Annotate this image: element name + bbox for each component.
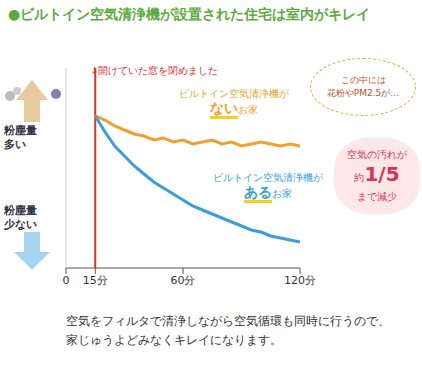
- html-text:●ビルトイン空気清浄機が設置された住宅は室内がキレイ: ●ビルトイン空気清浄機が設置された住宅は室内がキレイ: [8, 6, 371, 22]
- html-text:粉塵量: 粉塵量: [4, 204, 37, 217]
- html-text:花粉やPM2.5が…: 花粉やPM2.5が…: [326, 88, 400, 98]
- html-text:家じゅうよどみなくキレイになります。: 家じゅうよどみなくキレイになります。: [66, 333, 282, 347]
- svg-text:120分: 120分: [284, 274, 316, 287]
- html-text:空気の汚れが: 空気の汚れが: [347, 149, 407, 160]
- html-text:ビルトイン空気清浄機が: ビルトイン空気清浄機が: [213, 172, 323, 183]
- html-text:少ない: 少ない: [4, 218, 37, 231]
- html-text:約: 約: [354, 172, 365, 183]
- svg-text:60分: 60分: [171, 274, 196, 287]
- svg-text:15分: 15分: [83, 274, 108, 287]
- html-text:この中には: この中には: [340, 75, 386, 85]
- html-text:↓開けていた窓を閉めました: ↓開けていた窓を閉めました: [90, 65, 219, 76]
- svg-text:0: 0: [63, 274, 70, 287]
- html-text:まで減少: まで減少: [357, 191, 397, 202]
- html-text:粉塵量: 粉塵量: [4, 124, 37, 137]
- html-text:ないお家: ないお家: [210, 100, 258, 116]
- html-text:多い: 多い: [4, 138, 26, 151]
- html-text:1/5: 1/5: [364, 162, 400, 186]
- html-text:あるお家: あるお家: [244, 184, 292, 200]
- html-text:空気をフィルタで清浄しながら空気循環も同時に行うので、: 空気をフィルタで清浄しながら空気循環も同時に行うので、: [66, 314, 390, 328]
- html-text:ビルトイン空気清浄機が: ビルトイン空気清浄機が: [179, 88, 289, 99]
